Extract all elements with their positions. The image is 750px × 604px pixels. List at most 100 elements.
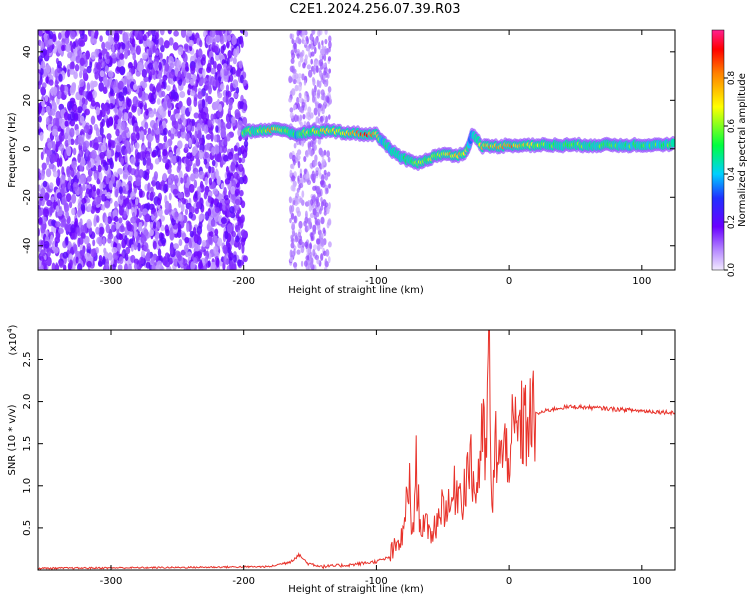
noise-cell [196, 74, 200, 83]
noise-cell [203, 124, 209, 134]
noise-cell [177, 131, 181, 139]
noise-cell [328, 35, 332, 43]
noise-cell [243, 140, 249, 148]
noise-cell [198, 221, 203, 229]
noise-cell [131, 105, 137, 113]
noise-cell [218, 103, 222, 112]
noise-cell [95, 127, 100, 137]
noise-cell [94, 31, 98, 40]
noise-cell [234, 188, 240, 196]
noise-cell [38, 216, 43, 226]
snr-frame [37, 329, 676, 571]
noise-cell [178, 170, 183, 180]
noise-cell [214, 207, 220, 214]
noise-cell [66, 146, 72, 157]
noise-cell [107, 233, 114, 240]
noise-cell [225, 95, 229, 106]
noise-cell [127, 202, 132, 210]
noise-cell [128, 165, 132, 174]
noise-cell [213, 134, 218, 143]
noise-cell [237, 242, 242, 251]
noise-cell [149, 163, 154, 170]
noise-cell [93, 142, 99, 151]
noise-cell [181, 62, 186, 71]
noise-cell [321, 174, 325, 183]
noise-cell [297, 177, 300, 184]
noise-cell [199, 180, 204, 189]
noise-cell [320, 94, 325, 101]
noise-cell [45, 105, 51, 113]
noise-cell [289, 112, 294, 119]
noise-cell [323, 70, 327, 76]
noise-cell [328, 41, 332, 49]
noise-cell [195, 49, 199, 59]
noise-cell [79, 70, 83, 79]
noise-cell [159, 124, 164, 134]
noise-cell [105, 263, 109, 270]
noise-cell [98, 82, 104, 92]
noise-cell [305, 112, 310, 120]
noise-cell [226, 223, 233, 234]
noise-cell [183, 175, 188, 184]
noise-cell [194, 207, 199, 215]
noise-cell [106, 191, 112, 199]
y-tick-label: 40 [22, 45, 33, 58]
noise-cell [40, 240, 44, 248]
noise-cell [177, 192, 184, 199]
noise-cell [304, 241, 309, 248]
noise-cell [58, 132, 65, 142]
noise-cell [296, 53, 300, 59]
noise-cell [69, 127, 75, 138]
noise-cell [64, 120, 69, 127]
noise-cell [319, 54, 323, 60]
noise-cell [92, 38, 98, 45]
noise-cell [173, 243, 180, 250]
noise-cell [121, 42, 126, 50]
noise-cell [164, 224, 169, 234]
noise-cell [149, 83, 154, 92]
noise-cell [236, 45, 240, 56]
noise-cell [326, 150, 330, 158]
noise-cell [293, 78, 297, 85]
noise-cell [311, 30, 315, 35]
noise-cell [223, 154, 229, 162]
colorbar-tick-label: 0.6 [727, 119, 737, 134]
noise-cell [56, 90, 62, 100]
noise-cell [188, 212, 193, 219]
noise-cell [71, 55, 77, 62]
x-tick-label: -100 [365, 576, 388, 587]
noise-cell [56, 169, 61, 178]
noise-cell [63, 264, 67, 270]
x-tick-label: -300 [100, 276, 123, 287]
noise-cell [82, 183, 86, 191]
noise-cell [99, 70, 105, 78]
noise-cell [132, 115, 135, 124]
noise-cell [79, 218, 83, 227]
colorbar: 0.0 0.2 0.4 0.6 0.8 Normalized spectral ampl… [711, 29, 748, 277]
noise-cell [137, 242, 141, 252]
noise-cell [290, 58, 295, 64]
noise-cell [203, 248, 207, 257]
noise-cell [318, 170, 321, 176]
noise-cell [197, 56, 201, 66]
noise-cell [210, 67, 217, 75]
noise-cell [155, 49, 159, 57]
noise-cell [210, 181, 216, 189]
noise-cell [323, 149, 327, 156]
noise-cell [239, 219, 244, 229]
noise-cell [223, 194, 229, 201]
noise-cell [83, 124, 90, 134]
noise-cell [98, 227, 104, 238]
noise-cell [188, 137, 192, 148]
noise-cell [242, 255, 248, 263]
noise-cell [203, 191, 208, 200]
noise-cell [211, 147, 215, 156]
noise-cell [168, 37, 174, 46]
noise-cell [303, 79, 307, 86]
noise-cell [237, 36, 242, 45]
noise-cell [325, 249, 330, 257]
noise-cell [306, 179, 312, 185]
noise-cell [103, 77, 108, 86]
noise-cell [306, 173, 310, 179]
noise-cell [199, 39, 203, 48]
